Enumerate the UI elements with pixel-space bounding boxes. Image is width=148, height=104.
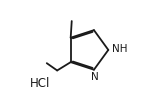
Text: HCl: HCl bbox=[29, 77, 50, 90]
Text: N: N bbox=[91, 72, 98, 82]
Text: NH: NH bbox=[112, 44, 128, 54]
